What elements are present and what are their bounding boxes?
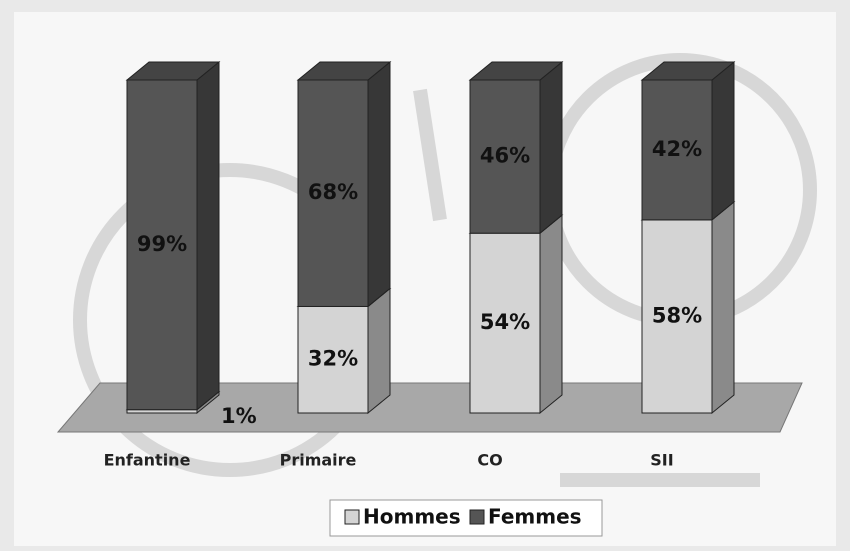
legend-label: Femmes	[488, 505, 582, 529]
value-label: 42%	[652, 137, 702, 161]
x-tick-label: Enfantine	[104, 451, 191, 470]
legend-swatch	[469, 509, 485, 525]
bar-front	[641, 79, 713, 221]
bar-front	[126, 79, 198, 411]
bar-side	[367, 60, 391, 308]
floor	[56, 382, 803, 433]
value-label: 46%	[480, 144, 530, 168]
legend-swatch	[344, 509, 360, 525]
bar-front	[469, 232, 541, 414]
bar-side	[711, 200, 735, 415]
bar-top	[640, 61, 736, 81]
bar-top	[296, 61, 392, 81]
legend	[329, 499, 603, 537]
bar-side	[367, 287, 391, 415]
value-label: 58%	[652, 303, 702, 327]
legend-label: Hommes	[363, 505, 461, 529]
bar-top	[468, 61, 564, 81]
value-label: 1%	[221, 404, 257, 428]
value-label: 68%	[308, 180, 358, 204]
bar-top	[125, 61, 221, 81]
bar-side	[711, 60, 735, 221]
bar-side	[539, 214, 563, 415]
bar-front	[469, 79, 541, 234]
bar-side	[196, 60, 220, 411]
bar-front	[297, 79, 369, 307]
x-tick-label: SII	[650, 451, 673, 470]
bar-side	[539, 60, 563, 235]
x-tick-label: CO	[477, 451, 502, 470]
value-label: 32%	[308, 347, 358, 371]
x-tick-label: Primaire	[280, 451, 357, 470]
bar-front	[641, 219, 713, 414]
bar-front	[297, 305, 369, 414]
value-label: 54%	[480, 310, 530, 334]
value-label: 99%	[137, 232, 187, 256]
